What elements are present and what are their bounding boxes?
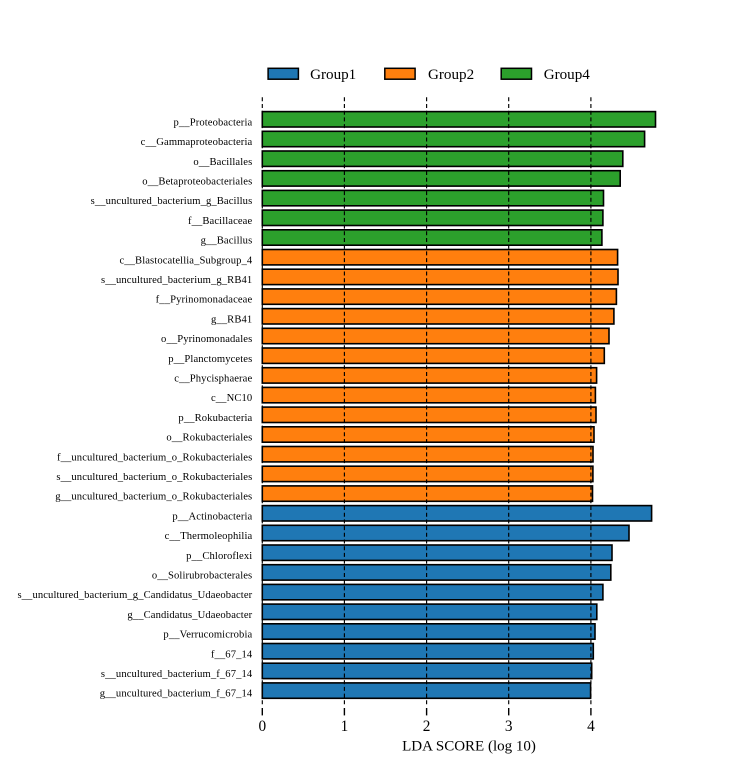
svg-text:f__uncultured_bacterium_o_Roku: f__uncultured_bacterium_o_Rokubacteriale… xyxy=(57,452,252,463)
svg-text:p__Planctomycetes: p__Planctomycetes xyxy=(168,354,252,365)
svg-text:g__Candidatus_Udaeobacter: g__Candidatus_Udaeobacter xyxy=(127,610,252,621)
svg-text:0: 0 xyxy=(258,718,266,735)
svg-text:p__Proteobacteria: p__Proteobacteria xyxy=(174,117,253,128)
svg-text:Group4: Group4 xyxy=(544,67,591,83)
svg-text:c__Thermoleophilia: c__Thermoleophilia xyxy=(165,531,253,542)
svg-text:1: 1 xyxy=(341,718,349,735)
svg-text:c__Phycisphaerae: c__Phycisphaerae xyxy=(174,374,252,385)
svg-text:Group1: Group1 xyxy=(310,67,356,83)
svg-text:g__RB41: g__RB41 xyxy=(211,314,252,325)
svg-text:Group2: Group2 xyxy=(428,67,474,83)
svg-text:s__uncultured_bacterium_g_Cand: s__uncultured_bacterium_g_Candidatus_Uda… xyxy=(17,590,252,601)
svg-text:o__Solirubrobacterales: o__Solirubrobacterales xyxy=(152,571,252,582)
svg-text:g__uncultured_bacterium_o_Roku: g__uncultured_bacterium_o_Rokubacteriale… xyxy=(55,492,252,503)
svg-text:s__uncultured_bacterium_g_RB41: s__uncultured_bacterium_g_RB41 xyxy=(101,275,252,286)
svg-text:p__Chloroflexi: p__Chloroflexi xyxy=(186,551,252,562)
svg-text:2: 2 xyxy=(423,718,431,735)
svg-text:g__uncultured_bacterium_f_67_1: g__uncultured_bacterium_f_67_14 xyxy=(100,689,253,700)
svg-text:s__uncultured_bacterium_g_Baci: s__uncultured_bacterium_g_Bacillus xyxy=(91,196,253,207)
svg-text:c__Blastocatellia_Subgroup_4: c__Blastocatellia_Subgroup_4 xyxy=(119,255,252,266)
svg-text:LDA SCORE (log 10): LDA SCORE (log 10) xyxy=(402,739,536,755)
svg-text:o__Bacillales: o__Bacillales xyxy=(193,157,252,168)
svg-text:c__Gammaproteobacteria: c__Gammaproteobacteria xyxy=(141,137,253,148)
svg-text:p__Verrucomicrobia: p__Verrucomicrobia xyxy=(163,630,252,641)
svg-text:g__Bacillus: g__Bacillus xyxy=(201,236,253,247)
svg-text:o__Betaproteobacteriales: o__Betaproteobacteriales xyxy=(142,177,252,188)
svg-text:f__Pyrinomonadaceae: f__Pyrinomonadaceae xyxy=(156,295,253,306)
svg-text:o__Rokubacteriales: o__Rokubacteriales xyxy=(166,433,252,444)
svg-text:3: 3 xyxy=(505,718,513,735)
svg-text:f__Bacillaceae: f__Bacillaceae xyxy=(188,216,253,227)
svg-text:f__67_14: f__67_14 xyxy=(211,649,253,660)
svg-text:s__uncultured_bacterium_o_Roku: s__uncultured_bacterium_o_Rokubacteriale… xyxy=(56,472,252,483)
svg-text:p__Rokubacteria: p__Rokubacteria xyxy=(178,413,252,424)
svg-text:o__Pyrinomonadales: o__Pyrinomonadales xyxy=(161,334,252,345)
svg-text:4: 4 xyxy=(587,718,595,735)
svg-text:c__NC10: c__NC10 xyxy=(211,393,252,404)
svg-text:p__Actinobacteria: p__Actinobacteria xyxy=(172,511,252,522)
svg-text:s__uncultured_bacterium_f_67_1: s__uncultured_bacterium_f_67_14 xyxy=(101,669,253,680)
